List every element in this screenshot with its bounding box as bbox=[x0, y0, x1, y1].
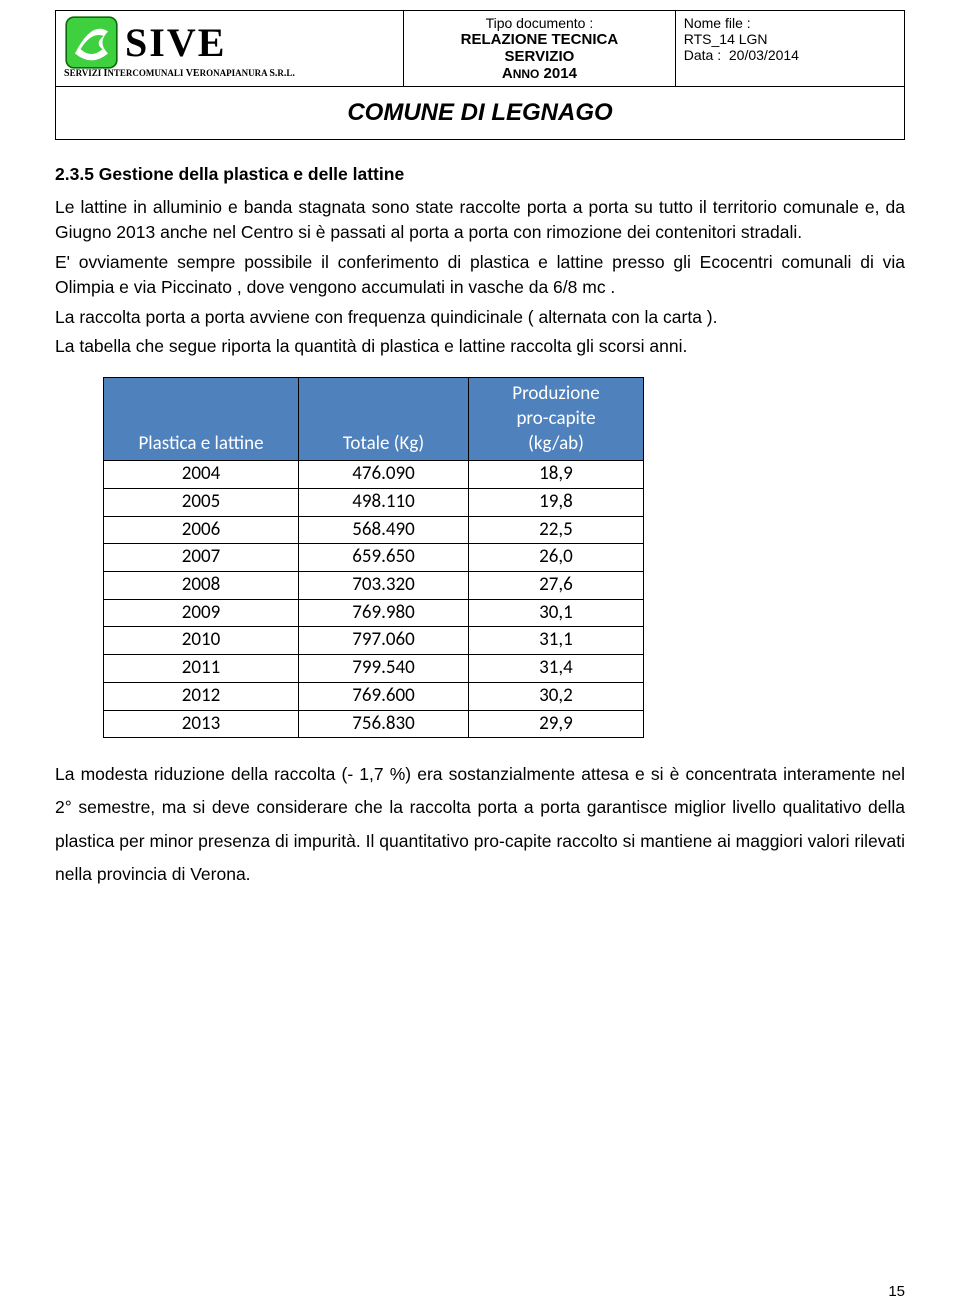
table-cell: 799.540 bbox=[299, 655, 469, 683]
table-cell: 2009 bbox=[104, 599, 299, 627]
file-name-value: RTS_14 LGN bbox=[684, 31, 896, 47]
section-heading: 2.3.5 Gestione della plastica e delle la… bbox=[55, 164, 905, 185]
file-date: Data : 20/03/2014 bbox=[684, 47, 896, 63]
table-cell: 31,1 bbox=[469, 627, 644, 655]
sive-logo-icon bbox=[64, 15, 119, 70]
table-header-col2: Totale (Kg) bbox=[299, 378, 469, 461]
table-cell: 26,0 bbox=[469, 544, 644, 572]
doc-type-line3: ANNO 2014 bbox=[412, 65, 667, 82]
table-row: 2008703.32027,6 bbox=[104, 572, 644, 600]
table-cell: 27,6 bbox=[469, 572, 644, 600]
table-cell: 498.110 bbox=[299, 489, 469, 517]
document-title: COMUNE DI LEGNAGO bbox=[56, 87, 905, 140]
paragraph-1: Le lattine in alluminio e banda stagnata… bbox=[55, 195, 905, 246]
table-cell: 659.650 bbox=[299, 544, 469, 572]
table-cell: 30,1 bbox=[469, 599, 644, 627]
table-cell: 568.490 bbox=[299, 516, 469, 544]
paragraph-2: E' ovviamente sempre possibile il confer… bbox=[55, 250, 905, 301]
page-number: 15 bbox=[888, 1283, 905, 1300]
table-cell: 2012 bbox=[104, 682, 299, 710]
doc-type-line2: SERVIZIO bbox=[412, 48, 667, 65]
table-header-col1: Plastica e lattine bbox=[104, 378, 299, 461]
paragraph-3: La raccolta porta a porta avviene con fr… bbox=[55, 305, 905, 330]
table-cell: 30,2 bbox=[469, 682, 644, 710]
table-cell: 29,9 bbox=[469, 710, 644, 738]
table-cell: 2006 bbox=[104, 516, 299, 544]
table-header-col3: Produzione pro-capite (kg/ab) bbox=[469, 378, 644, 461]
table-row: 2007659.65026,0 bbox=[104, 544, 644, 572]
paragraph-4: La tabella che segue riporta la quantità… bbox=[55, 334, 905, 359]
table-cell: 2013 bbox=[104, 710, 299, 738]
table-row: 2013756.83029,9 bbox=[104, 710, 644, 738]
document-page: SIVE SERVIZI INTERCOMUNALI VERONAPIANURA… bbox=[0, 0, 960, 1314]
table-row: 2005498.11019,8 bbox=[104, 489, 644, 517]
table-cell: 2008 bbox=[104, 572, 299, 600]
table-cell: 22,5 bbox=[469, 516, 644, 544]
table-cell: 769.980 bbox=[299, 599, 469, 627]
table-cell: 2004 bbox=[104, 461, 299, 489]
table-cell: 476.090 bbox=[299, 461, 469, 489]
table-cell: 2007 bbox=[104, 544, 299, 572]
logo-cell: SIVE SERVIZI INTERCOMUNALI VERONAPIANURA… bbox=[56, 11, 404, 87]
table-row: 2012769.60030,2 bbox=[104, 682, 644, 710]
table-cell: 31,4 bbox=[469, 655, 644, 683]
table-row: 2009769.98030,1 bbox=[104, 599, 644, 627]
table-cell: 756.830 bbox=[299, 710, 469, 738]
logo-subtitle: SERVIZI INTERCOMUNALI VERONAPIANURA S.R.… bbox=[64, 68, 395, 79]
table-row: 2011799.54031,4 bbox=[104, 655, 644, 683]
header-box: SIVE SERVIZI INTERCOMUNALI VERONAPIANURA… bbox=[55, 10, 905, 140]
logo-name: SIVE bbox=[125, 19, 226, 66]
doc-type-cell: Tipo documento : RELAZIONE TECNICA SERVI… bbox=[404, 11, 676, 87]
table-row: 2010797.06031,1 bbox=[104, 627, 644, 655]
file-info-cell: Nome file : RTS_14 LGN Data : 20/03/2014 bbox=[675, 11, 904, 87]
doc-type-label: Tipo documento : bbox=[412, 15, 667, 31]
table-cell: 19,8 bbox=[469, 489, 644, 517]
table-cell: 703.320 bbox=[299, 572, 469, 600]
table-cell: 2011 bbox=[104, 655, 299, 683]
table-row: 2004476.09018,9 bbox=[104, 461, 644, 489]
table-cell: 797.060 bbox=[299, 627, 469, 655]
table-cell: 2005 bbox=[104, 489, 299, 517]
doc-type-line1: RELAZIONE TECNICA bbox=[412, 31, 667, 48]
table-row: 2006568.49022,5 bbox=[104, 516, 644, 544]
table-cell: 769.600 bbox=[299, 682, 469, 710]
table-cell: 2010 bbox=[104, 627, 299, 655]
file-name-label: Nome file : bbox=[684, 15, 896, 31]
footer-paragraph: La modesta riduzione della raccolta (- 1… bbox=[55, 758, 905, 891]
plastic-collection-table: Plastica e lattine Totale (Kg) Produzion… bbox=[103, 377, 644, 738]
table-cell: 18,9 bbox=[469, 461, 644, 489]
